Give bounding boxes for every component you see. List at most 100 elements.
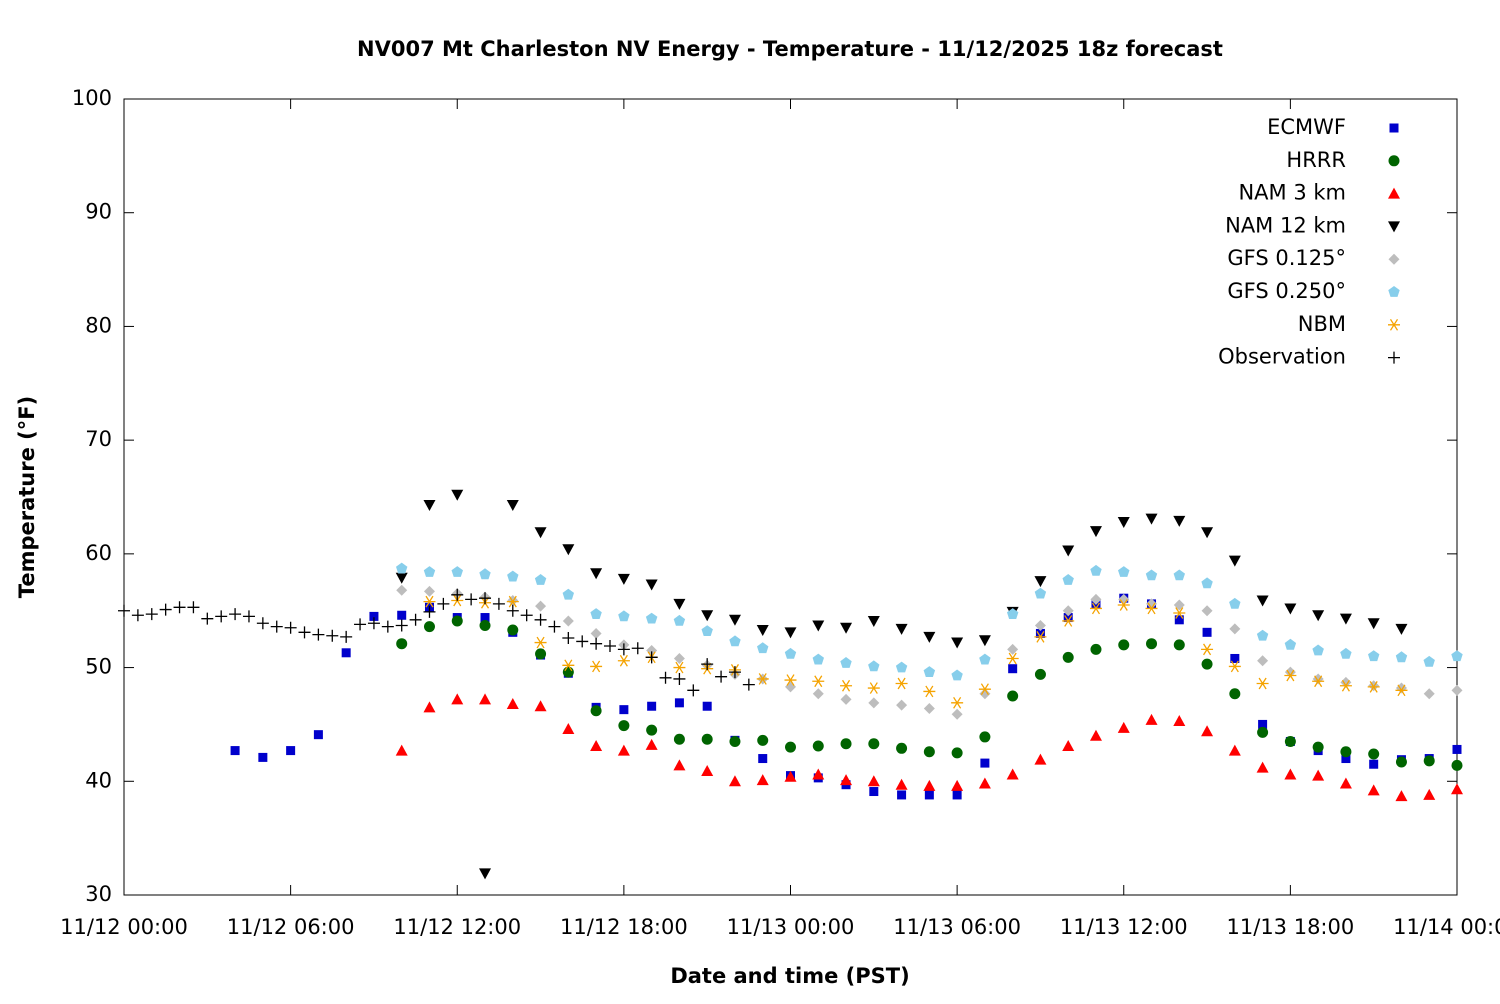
marker <box>396 562 408 574</box>
marker <box>1062 545 1075 557</box>
legend-marker <box>1388 221 1400 233</box>
marker <box>673 652 685 664</box>
marker <box>1035 628 1045 638</box>
legend-marker <box>1388 318 1400 331</box>
marker <box>1230 653 1240 663</box>
marker <box>673 598 686 610</box>
marker <box>423 566 436 577</box>
marker <box>895 623 908 635</box>
marker <box>479 592 492 605</box>
marker <box>687 684 700 697</box>
x-tick-label: 11/12 12:00 <box>393 915 521 939</box>
marker <box>617 654 630 667</box>
marker <box>1201 658 1213 670</box>
marker <box>1117 517 1130 529</box>
marker <box>507 624 519 636</box>
marker <box>1256 629 1269 641</box>
marker <box>701 733 713 745</box>
marker <box>659 671 672 684</box>
marker <box>1256 677 1269 690</box>
marker <box>1258 719 1268 729</box>
marker <box>562 666 574 678</box>
marker <box>423 605 436 618</box>
marker <box>840 774 853 786</box>
legend-marker <box>1388 351 1400 364</box>
marker <box>1173 569 1185 581</box>
marker <box>1284 603 1297 615</box>
marker <box>840 622 853 634</box>
marker <box>396 584 408 596</box>
marker <box>1063 613 1073 623</box>
marker <box>562 659 575 672</box>
legend-label: GFS 0.250° <box>1227 279 1346 303</box>
marker <box>729 735 741 747</box>
marker <box>1089 602 1102 615</box>
marker <box>465 593 478 606</box>
marker <box>590 660 603 673</box>
marker <box>1423 688 1435 700</box>
marker <box>354 618 367 631</box>
marker <box>812 675 825 688</box>
marker <box>728 775 741 787</box>
marker <box>1006 652 1019 665</box>
marker <box>1256 761 1269 773</box>
legend-label: ECMWF <box>1267 115 1346 139</box>
marker <box>397 610 407 620</box>
x-axis-label: Date and time (PST) <box>670 964 909 988</box>
marker <box>590 740 603 752</box>
marker <box>1423 788 1436 800</box>
marker <box>923 666 936 677</box>
marker <box>1201 725 1214 737</box>
marker <box>951 696 964 709</box>
marker <box>590 568 603 580</box>
marker <box>1062 615 1075 627</box>
marker <box>590 705 602 717</box>
marker <box>1090 593 1102 605</box>
marker <box>284 621 297 634</box>
marker <box>1312 644 1324 656</box>
marker <box>340 630 353 643</box>
marker <box>1369 759 1379 769</box>
marker <box>1034 631 1047 643</box>
marker <box>1173 607 1186 619</box>
marker <box>647 701 657 711</box>
marker <box>812 620 825 632</box>
marker <box>952 790 962 800</box>
marker <box>590 627 602 639</box>
marker <box>1117 721 1130 733</box>
marker <box>230 746 240 756</box>
marker <box>145 608 158 621</box>
marker <box>1089 526 1102 538</box>
marker <box>423 621 435 633</box>
marker <box>1257 655 1269 667</box>
marker <box>535 648 547 660</box>
marker <box>201 612 214 625</box>
marker <box>1034 753 1047 765</box>
marker <box>951 779 964 791</box>
marker <box>479 568 491 580</box>
marker <box>951 747 963 759</box>
marker <box>729 635 741 647</box>
marker <box>1340 676 1352 688</box>
marker <box>784 674 797 686</box>
marker <box>1062 605 1074 617</box>
marker <box>506 604 519 617</box>
marker <box>868 660 880 672</box>
marker <box>618 720 630 732</box>
marker <box>1451 684 1463 696</box>
marker <box>562 632 575 645</box>
marker <box>506 499 519 511</box>
marker <box>451 588 464 601</box>
marker <box>1423 755 1435 767</box>
marker <box>868 738 880 750</box>
marker <box>979 688 991 700</box>
marker <box>979 653 991 665</box>
marker <box>1284 666 1296 678</box>
marker <box>520 609 533 622</box>
marker <box>867 775 880 787</box>
marker <box>1145 602 1158 615</box>
marker <box>548 620 561 633</box>
marker <box>215 610 228 623</box>
